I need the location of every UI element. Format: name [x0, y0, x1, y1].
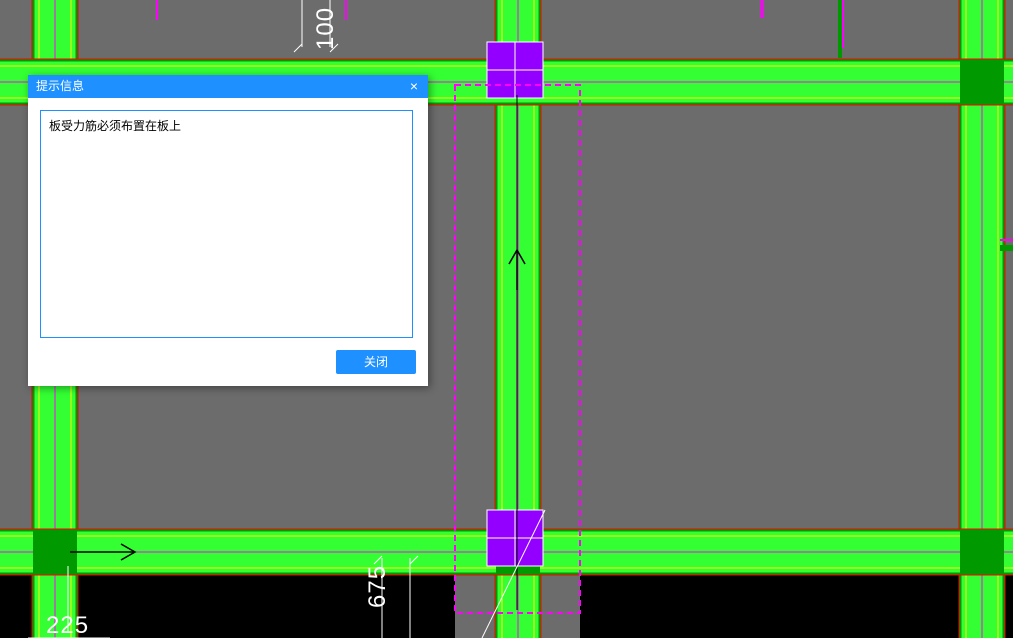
- column: [487, 510, 543, 566]
- dialog-message-area: 板受力筋必须布置在板上: [40, 110, 413, 338]
- column: [487, 42, 543, 98]
- info-dialog: 提示信息 × 板受力筋必须布置在板上 关闭: [28, 75, 428, 386]
- close-icon[interactable]: ×: [404, 76, 424, 96]
- dialog-title: 提示信息: [36, 79, 84, 93]
- close-button[interactable]: 关闭: [336, 350, 416, 374]
- dim-label-100: 100: [312, 7, 340, 50]
- dim-label-675: 675: [364, 565, 392, 608]
- dim-label-225: 225: [46, 612, 89, 640]
- dialog-footer: 关闭: [28, 350, 428, 386]
- dialog-titlebar[interactable]: 提示信息 ×: [28, 75, 428, 98]
- dialog-body: 板受力筋必须布置在板上: [28, 98, 428, 350]
- dialog-message: 板受力筋必须布置在板上: [49, 119, 181, 133]
